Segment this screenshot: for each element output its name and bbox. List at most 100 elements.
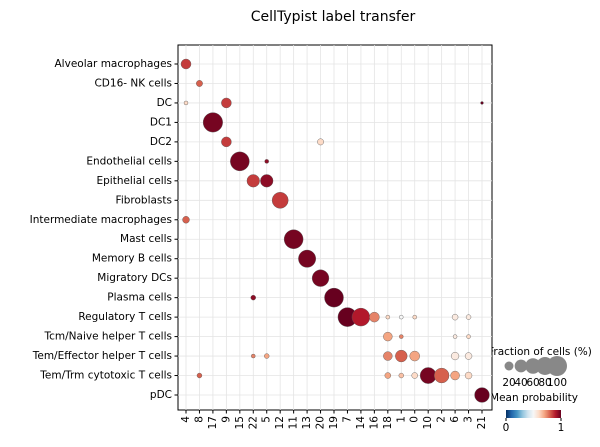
x-tick-label: 3: [463, 416, 475, 423]
y-tick-label: CD16- NK cells: [94, 77, 172, 89]
x-tick-label: 11: [288, 416, 300, 429]
x-tick-label: 17: [207, 416, 219, 429]
y-tick-label: Epithelial cells: [96, 175, 172, 187]
dot: [196, 80, 203, 87]
dot: [399, 314, 404, 320]
dot: [351, 307, 371, 327]
y-tick-label: Migratory DCs: [97, 272, 172, 284]
y-tick-label: Tcm/Naive helper T cells: [44, 331, 173, 343]
x-tick-label: 1: [395, 416, 407, 423]
y-tick-label: DC1: [150, 116, 172, 128]
dot: [251, 353, 256, 359]
dot: [411, 372, 418, 379]
dot: [409, 350, 420, 362]
dot: [384, 372, 392, 379]
y-tick-label: pDC: [150, 389, 172, 401]
dot: [311, 269, 330, 287]
size-legend-title: Fraction of cells (%): [488, 346, 592, 358]
dot: [480, 101, 484, 105]
y-tick-label: Plasma cells: [107, 292, 172, 304]
x-tick-label: 10: [422, 416, 434, 429]
dot: [451, 313, 459, 321]
y-tick-label: Intermediate macrophages: [30, 214, 172, 226]
dot: [465, 314, 472, 320]
dot: [283, 229, 304, 249]
dot: [182, 216, 190, 224]
x-tick-label: 13: [301, 416, 313, 429]
x-tick-label: 15: [234, 416, 246, 429]
x-tick-label: 19: [328, 416, 340, 429]
dot: [196, 372, 203, 379]
x-tick-label: 8: [193, 416, 205, 423]
dot: [450, 370, 460, 381]
dot: [183, 100, 189, 106]
x-tick-label: 18: [382, 416, 394, 429]
x-tick-label: 0: [409, 416, 421, 423]
dot: [324, 287, 344, 308]
dot: [383, 331, 393, 342]
dot: [466, 334, 471, 339]
size-legend-label: 100: [547, 377, 567, 389]
dot: [221, 136, 232, 148]
chart-title: CellTypist label transfer: [251, 9, 416, 25]
size-legend-dot: [547, 356, 567, 376]
y-tick-label: DC: [157, 97, 172, 109]
size-legend-label: 40: [514, 377, 527, 389]
dot: [474, 387, 490, 403]
x-tick-label: 21: [476, 416, 488, 429]
colorbar-label: 1: [558, 422, 565, 434]
dot: [180, 58, 192, 70]
y-tick-label: Alveolar macrophages: [55, 58, 173, 70]
dot: [369, 311, 380, 323]
size-legend-label: 60: [526, 377, 539, 389]
dot: [383, 351, 393, 361]
dot: [202, 112, 223, 133]
x-tick-label: 16: [368, 416, 380, 430]
y-tick-label: Regulatory T cells: [78, 311, 172, 323]
y-tick-label: Fibroblasts: [116, 194, 172, 206]
dot: [385, 314, 391, 320]
size-legend-dot: [525, 358, 541, 374]
dot: [464, 352, 473, 360]
color-legend-title: Mean probability: [490, 392, 578, 404]
dot: [264, 353, 270, 359]
x-tick-label: 4: [180, 416, 192, 423]
dot: [464, 371, 473, 380]
dot: [271, 192, 289, 209]
x-tick-label: 7: [341, 416, 353, 423]
dot: [398, 372, 404, 379]
dot: [317, 138, 324, 146]
dot: [230, 151, 250, 172]
size-legend-label: 20: [502, 377, 515, 389]
size-legend-dot: [514, 359, 528, 373]
x-tick-label: 22: [247, 416, 259, 429]
dot: [452, 334, 458, 339]
dot: [412, 314, 417, 320]
x-tick-label: 2: [436, 416, 448, 423]
y-tick-label: Mast cells: [120, 233, 172, 245]
size-legend-dot: [504, 361, 514, 371]
dot: [246, 174, 260, 188]
dot: [419, 367, 437, 384]
y-tick-label: Tem/Trm cytotoxic T cells: [39, 370, 172, 382]
size-legend-label: 80: [538, 377, 551, 389]
dot: [395, 349, 408, 363]
colorbar: [506, 410, 561, 418]
dot: [221, 97, 232, 109]
dot: [264, 159, 269, 164]
x-tick-label: 12: [274, 416, 286, 429]
x-tick-label: 20: [315, 416, 327, 429]
y-tick-label: DC2: [150, 136, 172, 148]
dot: [434, 367, 450, 384]
dot: [250, 294, 256, 301]
colorbar-label: 0: [503, 422, 510, 434]
y-tick-label: Endothelial cells: [86, 155, 172, 167]
x-tick-label: 9: [220, 416, 232, 423]
y-tick-label: Tem/Effector helper T cells: [32, 350, 172, 362]
dot: [399, 334, 404, 339]
dot: [451, 351, 460, 361]
y-tick-label: Memory B cells: [92, 253, 172, 265]
x-tick-label: 5: [261, 416, 273, 423]
dot: [298, 249, 316, 268]
